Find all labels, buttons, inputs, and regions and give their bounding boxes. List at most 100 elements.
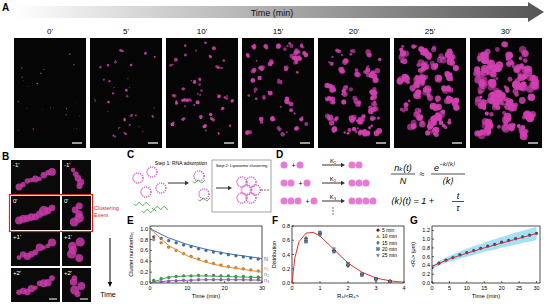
cluster: [252, 44, 256, 48]
cluster: [362, 130, 368, 136]
data-point: [347, 264, 350, 268]
cluster: [425, 130, 430, 135]
cluster: [181, 118, 184, 121]
cluster: [21, 182, 26, 187]
y-tick: [432, 247, 434, 248]
x-axis-title: Time (min): [472, 293, 500, 299]
x-tick-label: 20: [222, 285, 228, 291]
cluster: [139, 126, 140, 127]
frame-label: 10': [197, 27, 208, 36]
data-point: [374, 279, 377, 282]
row-label: +1': [13, 234, 21, 240]
cluster: [421, 82, 425, 86]
particle: [288, 198, 295, 205]
cluster: [506, 101, 509, 104]
cluster: [332, 126, 337, 131]
cluster: [431, 63, 438, 70]
data-point: [167, 239, 170, 242]
cluster: [204, 124, 207, 127]
y-tick: [150, 272, 152, 273]
cluster: [197, 93, 199, 95]
cluster: [422, 89, 429, 96]
cluster: [369, 72, 375, 78]
cluster: [221, 107, 224, 110]
cluster: [505, 116, 512, 123]
fit-line: [150, 229, 262, 272]
cluster: [427, 95, 433, 101]
cluster: [294, 126, 298, 130]
y-tick: [432, 239, 434, 240]
cluster: [489, 65, 494, 70]
x-axis-title: Rₛ/<Rₛ>: [337, 293, 359, 299]
cluster: [23, 80, 25, 82]
cluster: [254, 91, 256, 93]
cluster: [351, 49, 355, 53]
rna: [152, 207, 168, 210]
cluster: [400, 108, 404, 112]
cluster: [175, 101, 178, 104]
cluster: [36, 83, 38, 85]
legend-label: 5 min: [382, 227, 394, 233]
legend-label: n₂: [264, 271, 269, 277]
cluster: [358, 117, 363, 122]
cluster: [295, 126, 299, 130]
cluster: [450, 78, 453, 81]
scale-bar: [452, 142, 462, 143]
fit-line: [150, 280, 262, 283]
cluster: [519, 56, 523, 60]
cluster: [508, 123, 515, 130]
cluster: [332, 88, 336, 92]
data-point: [389, 280, 392, 283]
cluster: [260, 66, 263, 69]
scale-bar: [72, 142, 82, 143]
cluster: [195, 101, 197, 103]
y-tick-label: 0.6: [282, 237, 290, 243]
legend-marker: [377, 241, 380, 245]
particle: [356, 180, 363, 187]
cluster: [333, 118, 336, 121]
cluster: [519, 75, 524, 80]
cluster: [330, 62, 334, 66]
cluster: [22, 77, 23, 78]
cluster: [432, 105, 439, 112]
cluster: [41, 109, 43, 111]
y-tick-label: 0.0: [140, 280, 148, 286]
cluster: [496, 105, 501, 110]
cluster: [370, 125, 373, 128]
cluster: [76, 237, 85, 246]
cluster: [367, 65, 369, 67]
particle: [349, 198, 356, 205]
cluster: [32, 128, 34, 130]
y-tick-label: 0.4: [282, 252, 290, 258]
cluster: [256, 60, 258, 62]
cluster: [184, 44, 187, 47]
cluster: [438, 56, 441, 59]
scale-bar: [148, 142, 158, 143]
cluster: [288, 42, 291, 45]
plot-area: [150, 229, 262, 283]
cluster: [271, 116, 274, 119]
cluster: [480, 99, 485, 104]
cluster: [95, 100, 96, 101]
particle: [349, 180, 356, 187]
cluster: [118, 127, 120, 129]
cluster: [18, 129, 20, 131]
ellipsis: [332, 213, 333, 214]
cluster: [112, 92, 114, 94]
fraction-bar: [431, 174, 465, 175]
x-tick-label: 3: [374, 285, 377, 291]
micrograph: [62, 196, 91, 230]
step-box: [212, 160, 271, 212]
particle: [356, 162, 363, 169]
cluster: [184, 54, 187, 57]
particle: [363, 180, 370, 187]
cluster: [490, 73, 493, 76]
x-tick: [536, 281, 537, 283]
cluster: [198, 77, 201, 80]
x-tick: [466, 281, 467, 283]
cluster: [196, 100, 199, 103]
plus: +: [292, 162, 296, 169]
cluster: [280, 106, 282, 108]
x-tick-label: 25: [516, 285, 522, 291]
cluster: [373, 102, 378, 107]
